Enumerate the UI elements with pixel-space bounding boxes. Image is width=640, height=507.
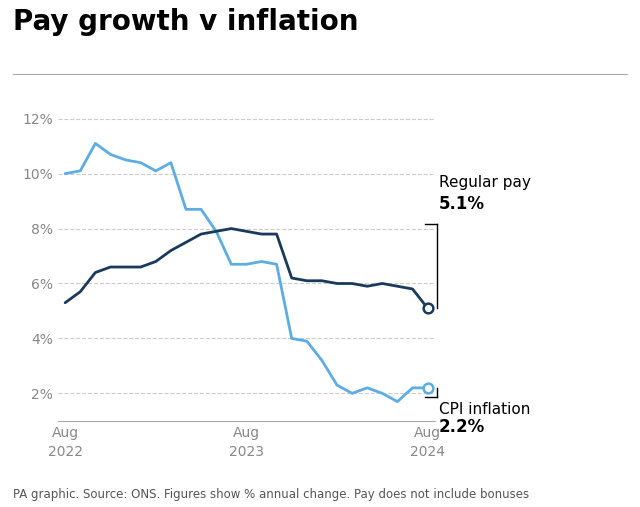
Text: 5.1%: 5.1% [439, 196, 485, 213]
Text: 2.2%: 2.2% [439, 418, 485, 436]
Text: PA graphic. Source: ONS. Figures show % annual change. Pay does not include bonu: PA graphic. Source: ONS. Figures show % … [13, 488, 529, 501]
Text: CPI inflation: CPI inflation [439, 402, 531, 417]
Text: Regular pay: Regular pay [439, 175, 531, 190]
Text: Pay growth v inflation: Pay growth v inflation [13, 8, 358, 35]
